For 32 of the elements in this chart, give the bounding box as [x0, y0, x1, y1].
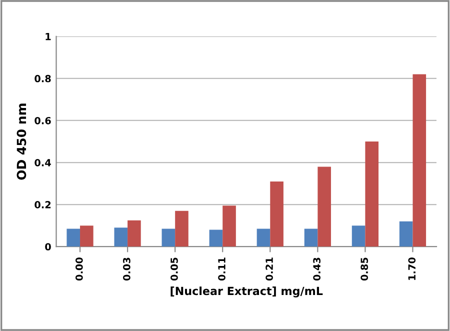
y-tick-label: 0: [45, 243, 51, 250]
bar: [222, 206, 236, 247]
x-tick-label: 0.11: [218, 258, 226, 281]
x-tick-label: 1.70: [408, 257, 416, 280]
bar: [399, 221, 413, 247]
bar: [304, 228, 318, 247]
y-tick-label: 0.6: [34, 116, 51, 124]
x-tick-label: 0.00: [75, 257, 83, 281]
y-tick-label: 0.2: [34, 201, 51, 208]
x-tick-label: 0.05: [170, 258, 178, 281]
bar: [114, 228, 128, 247]
y-axis-title: OD 450 nm: [16, 104, 26, 180]
bar: [175, 210, 188, 247]
bar: [256, 228, 270, 247]
bar: [270, 181, 284, 247]
x-tick-label: 0.03: [123, 258, 130, 281]
bar: [80, 226, 94, 247]
y-tick-label: 0.8: [34, 74, 51, 82]
y-tick-label: 1: [46, 33, 51, 40]
bar: [66, 228, 80, 247]
x-tick-label: 0.21: [266, 258, 273, 281]
bar: [365, 142, 379, 247]
bar: [318, 166, 331, 247]
y-tick-label: 0.4: [34, 159, 51, 166]
bar: [162, 228, 176, 247]
x-tick-label: 0.85: [360, 258, 368, 281]
x-axis-title: [Nuclear Extract] mg/mL: [170, 286, 323, 298]
bar: [352, 226, 366, 247]
bar: [209, 230, 223, 247]
x-tick-label: 0.43: [313, 258, 320, 281]
bar: [128, 220, 141, 247]
bar: [412, 74, 426, 247]
